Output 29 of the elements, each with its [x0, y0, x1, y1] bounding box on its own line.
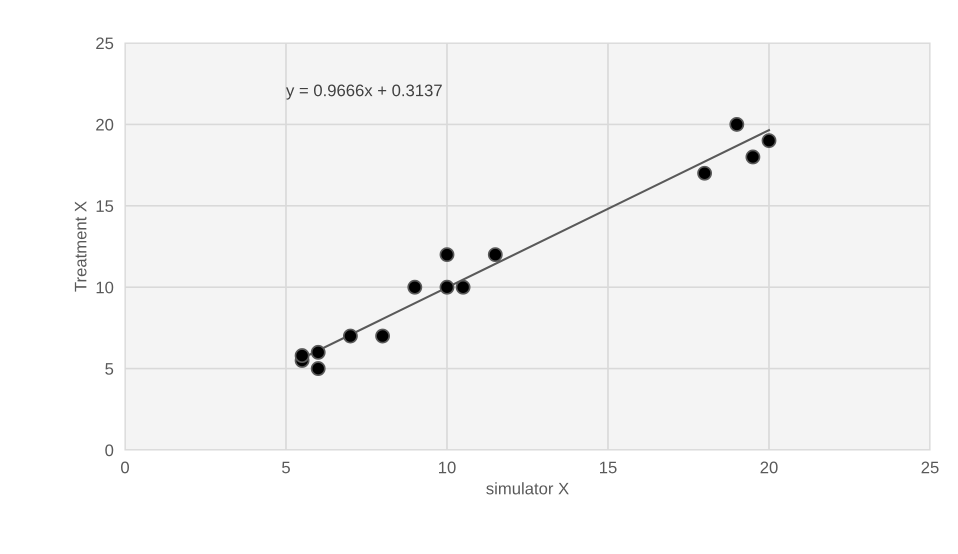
y-tick-label: 0: [105, 444, 114, 456]
point: [745, 150, 760, 164]
point: [294, 348, 310, 363]
x-tick-label: 0: [121, 462, 129, 474]
point: [310, 344, 326, 360]
point: [440, 247, 454, 262]
point: [407, 280, 422, 295]
x-tick-label: 20: [760, 462, 778, 474]
x-tick-label: 5: [282, 462, 290, 474]
x-tick-label: 25: [922, 462, 939, 474]
annotation: y = 0.9666x + 0.3137: [286, 84, 442, 100]
point: [456, 280, 471, 295]
point: [310, 361, 326, 376]
y-tick-label: 5: [105, 363, 114, 375]
y-tick-label: 15: [96, 200, 114, 212]
point: [762, 133, 776, 148]
x-axis-title: simulator X: [486, 482, 569, 494]
y-axis-title: Treatment X: [74, 201, 87, 292]
x-tick-label: 15: [600, 462, 617, 474]
point: [342, 328, 358, 344]
y-tick-label: 20: [96, 118, 114, 131]
y-tick-label: 10: [96, 282, 114, 294]
point: [488, 247, 503, 262]
point: [697, 166, 712, 181]
point: [440, 280, 454, 295]
y-tick-label: 25: [96, 37, 114, 50]
point: [375, 328, 390, 344]
point: [729, 116, 744, 132]
x-tick-label: 10: [439, 462, 456, 474]
